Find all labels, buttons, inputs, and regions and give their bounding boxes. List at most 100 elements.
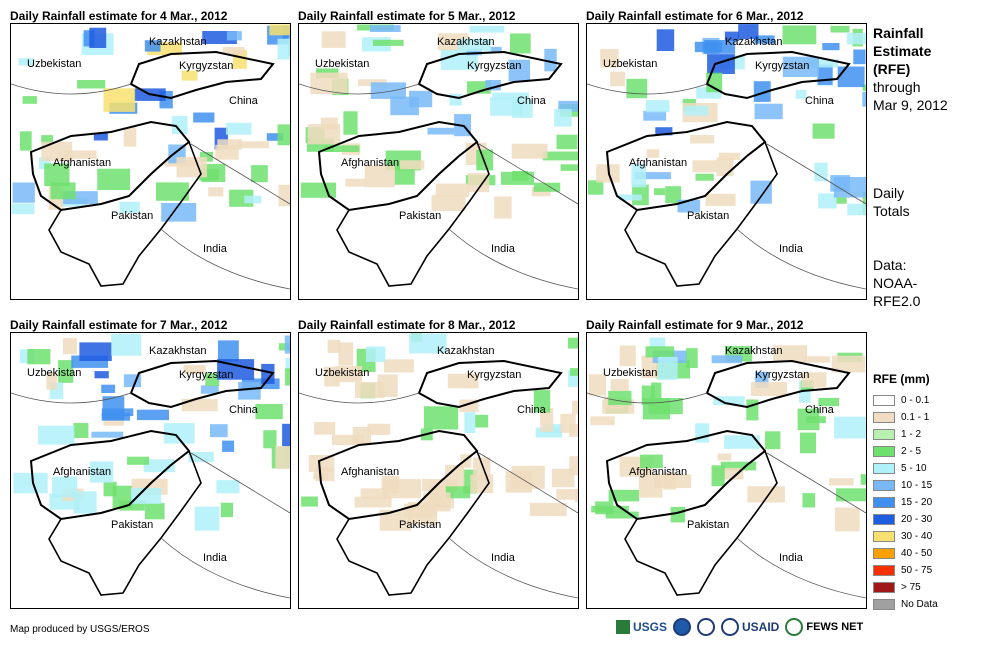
rain-cell: [753, 81, 771, 102]
rain-cell: [284, 335, 290, 354]
rain-cell: [27, 349, 51, 365]
side-data-source: Data: NOAA- RFE2.0: [873, 256, 920, 310]
rain-cell: [277, 124, 290, 146]
rain-cell: [567, 337, 578, 349]
rain-cell: [853, 49, 866, 65]
rain-cell: [171, 115, 188, 134]
rain-cell: [354, 496, 392, 508]
rain-cell: [338, 342, 354, 366]
map-label-kyrgyzstan: Kyrgyzstan: [467, 60, 521, 72]
map-label-pakistan: Pakistan: [687, 519, 729, 531]
legend-label: 40 - 50: [901, 548, 933, 559]
legend-item: 1 - 2: [873, 426, 938, 443]
rain-cell: [427, 127, 455, 135]
map-label-afghanistan: Afghanistan: [629, 157, 687, 169]
rain-cell: [608, 390, 632, 406]
rain-cell: [282, 423, 290, 447]
side-data-line3: RFE2.0: [873, 293, 921, 309]
rain-cell: [22, 96, 37, 104]
rain-cell: [554, 108, 572, 127]
rain-cell: [390, 96, 419, 116]
side-title-line2: Estimate: [873, 43, 932, 59]
rain-cell: [695, 173, 714, 181]
rain-cell: [696, 87, 722, 99]
rain-cell: [808, 59, 839, 68]
rain-cell: [835, 507, 860, 532]
map-panel-2: Daily Rainfall estimate for 5 Mar., 2012…: [298, 9, 579, 300]
rain-cell: [558, 100, 578, 112]
rain-cell: [103, 88, 136, 112]
legend-swatch: [873, 582, 895, 593]
rain-cell: [765, 431, 781, 450]
rain-cell: [797, 408, 820, 431]
rain-cell: [13, 472, 48, 494]
rainfall-map: Kazakhstan Uzbekistan Kyrgyzstan China Afgha…: [298, 23, 579, 300]
rain-cell: [862, 84, 866, 91]
legend-label: 0 - 0.1: [901, 395, 930, 406]
rain-cell: [605, 511, 639, 519]
map-label-kazakhstan: Kazakhstan: [725, 36, 782, 48]
rain-cell: [119, 201, 140, 213]
rain-cell: [860, 474, 866, 485]
panel-title: Daily Rainfall estimate for 5 Mar., 2012: [298, 9, 516, 23]
rain-cell: [619, 345, 636, 367]
rain-cell: [238, 381, 261, 400]
rain-cell: [379, 509, 412, 531]
rain-cell: [370, 82, 406, 99]
rain-cell: [201, 163, 226, 183]
fews-logo-text: FEWS NET: [806, 621, 864, 633]
usgs-wave-icon: [616, 620, 630, 634]
pakistan-border: [624, 449, 778, 596]
legend-label: 10 - 15: [901, 480, 933, 491]
rain-cell: [754, 35, 775, 44]
rain-cell: [409, 333, 447, 354]
rain-cell: [653, 474, 692, 488]
kyrgyzstan-border: [129, 359, 275, 409]
rainfall-map: Kazakhstan Uzbekistan Kyrgyzstan China Afgha…: [10, 332, 291, 609]
rain-cell: [645, 100, 670, 113]
rain-cell: [275, 446, 290, 470]
rain-cell: [285, 357, 290, 371]
rain-cell: [542, 151, 578, 161]
rain-cell: [327, 339, 341, 354]
rain-cell: [12, 182, 35, 203]
legend-label: 1 - 2: [901, 429, 922, 440]
rain-cell: [18, 58, 34, 66]
rain-cell: [508, 59, 531, 82]
rain-cell: [695, 423, 710, 443]
legend-swatch: [873, 446, 895, 457]
rain-cell: [818, 397, 840, 407]
rain-cell: [485, 80, 501, 91]
rain-cell: [255, 404, 283, 420]
side-data-line2: NOAA-: [873, 275, 918, 291]
rain-cell: [136, 409, 169, 421]
side-daily-line1: Daily: [873, 185, 905, 201]
kyrgyzstan-border: [417, 359, 563, 409]
legend-item: 20 - 30: [873, 511, 938, 528]
rain-cell: [469, 25, 505, 33]
rain-cell: [381, 475, 400, 494]
map-label-india: India: [779, 552, 804, 564]
rainfall-map: Kazakhstan Uzbekistan Kyrgyzstan China Afgha…: [298, 332, 579, 609]
map-label-pakistan: Pakistan: [687, 210, 729, 222]
rain-cell: [145, 503, 165, 520]
rain-cell: [449, 93, 462, 106]
map-label-afghanistan: Afghanistan: [341, 466, 399, 478]
rain-cell: [724, 31, 740, 41]
panel-title: Daily Rainfall estimate for 9 Mar., 2012: [586, 318, 804, 332]
rain-cell: [127, 456, 150, 465]
rain-cell: [716, 157, 734, 177]
legend-item: 10 - 15: [873, 477, 938, 494]
rain-cell: [123, 127, 137, 147]
rain-cell: [718, 152, 740, 160]
map-label-kazakhstan: Kazakhstan: [437, 36, 494, 48]
rain-cell: [747, 486, 785, 503]
rain-cell: [684, 105, 709, 116]
rain-cell: [711, 355, 743, 364]
rain-cell: [73, 423, 89, 438]
rain-cell: [626, 78, 648, 99]
rain-cell: [210, 424, 228, 438]
legend-swatch: [873, 531, 895, 542]
rain-cell: [720, 461, 757, 471]
rain-cell: [690, 135, 715, 144]
